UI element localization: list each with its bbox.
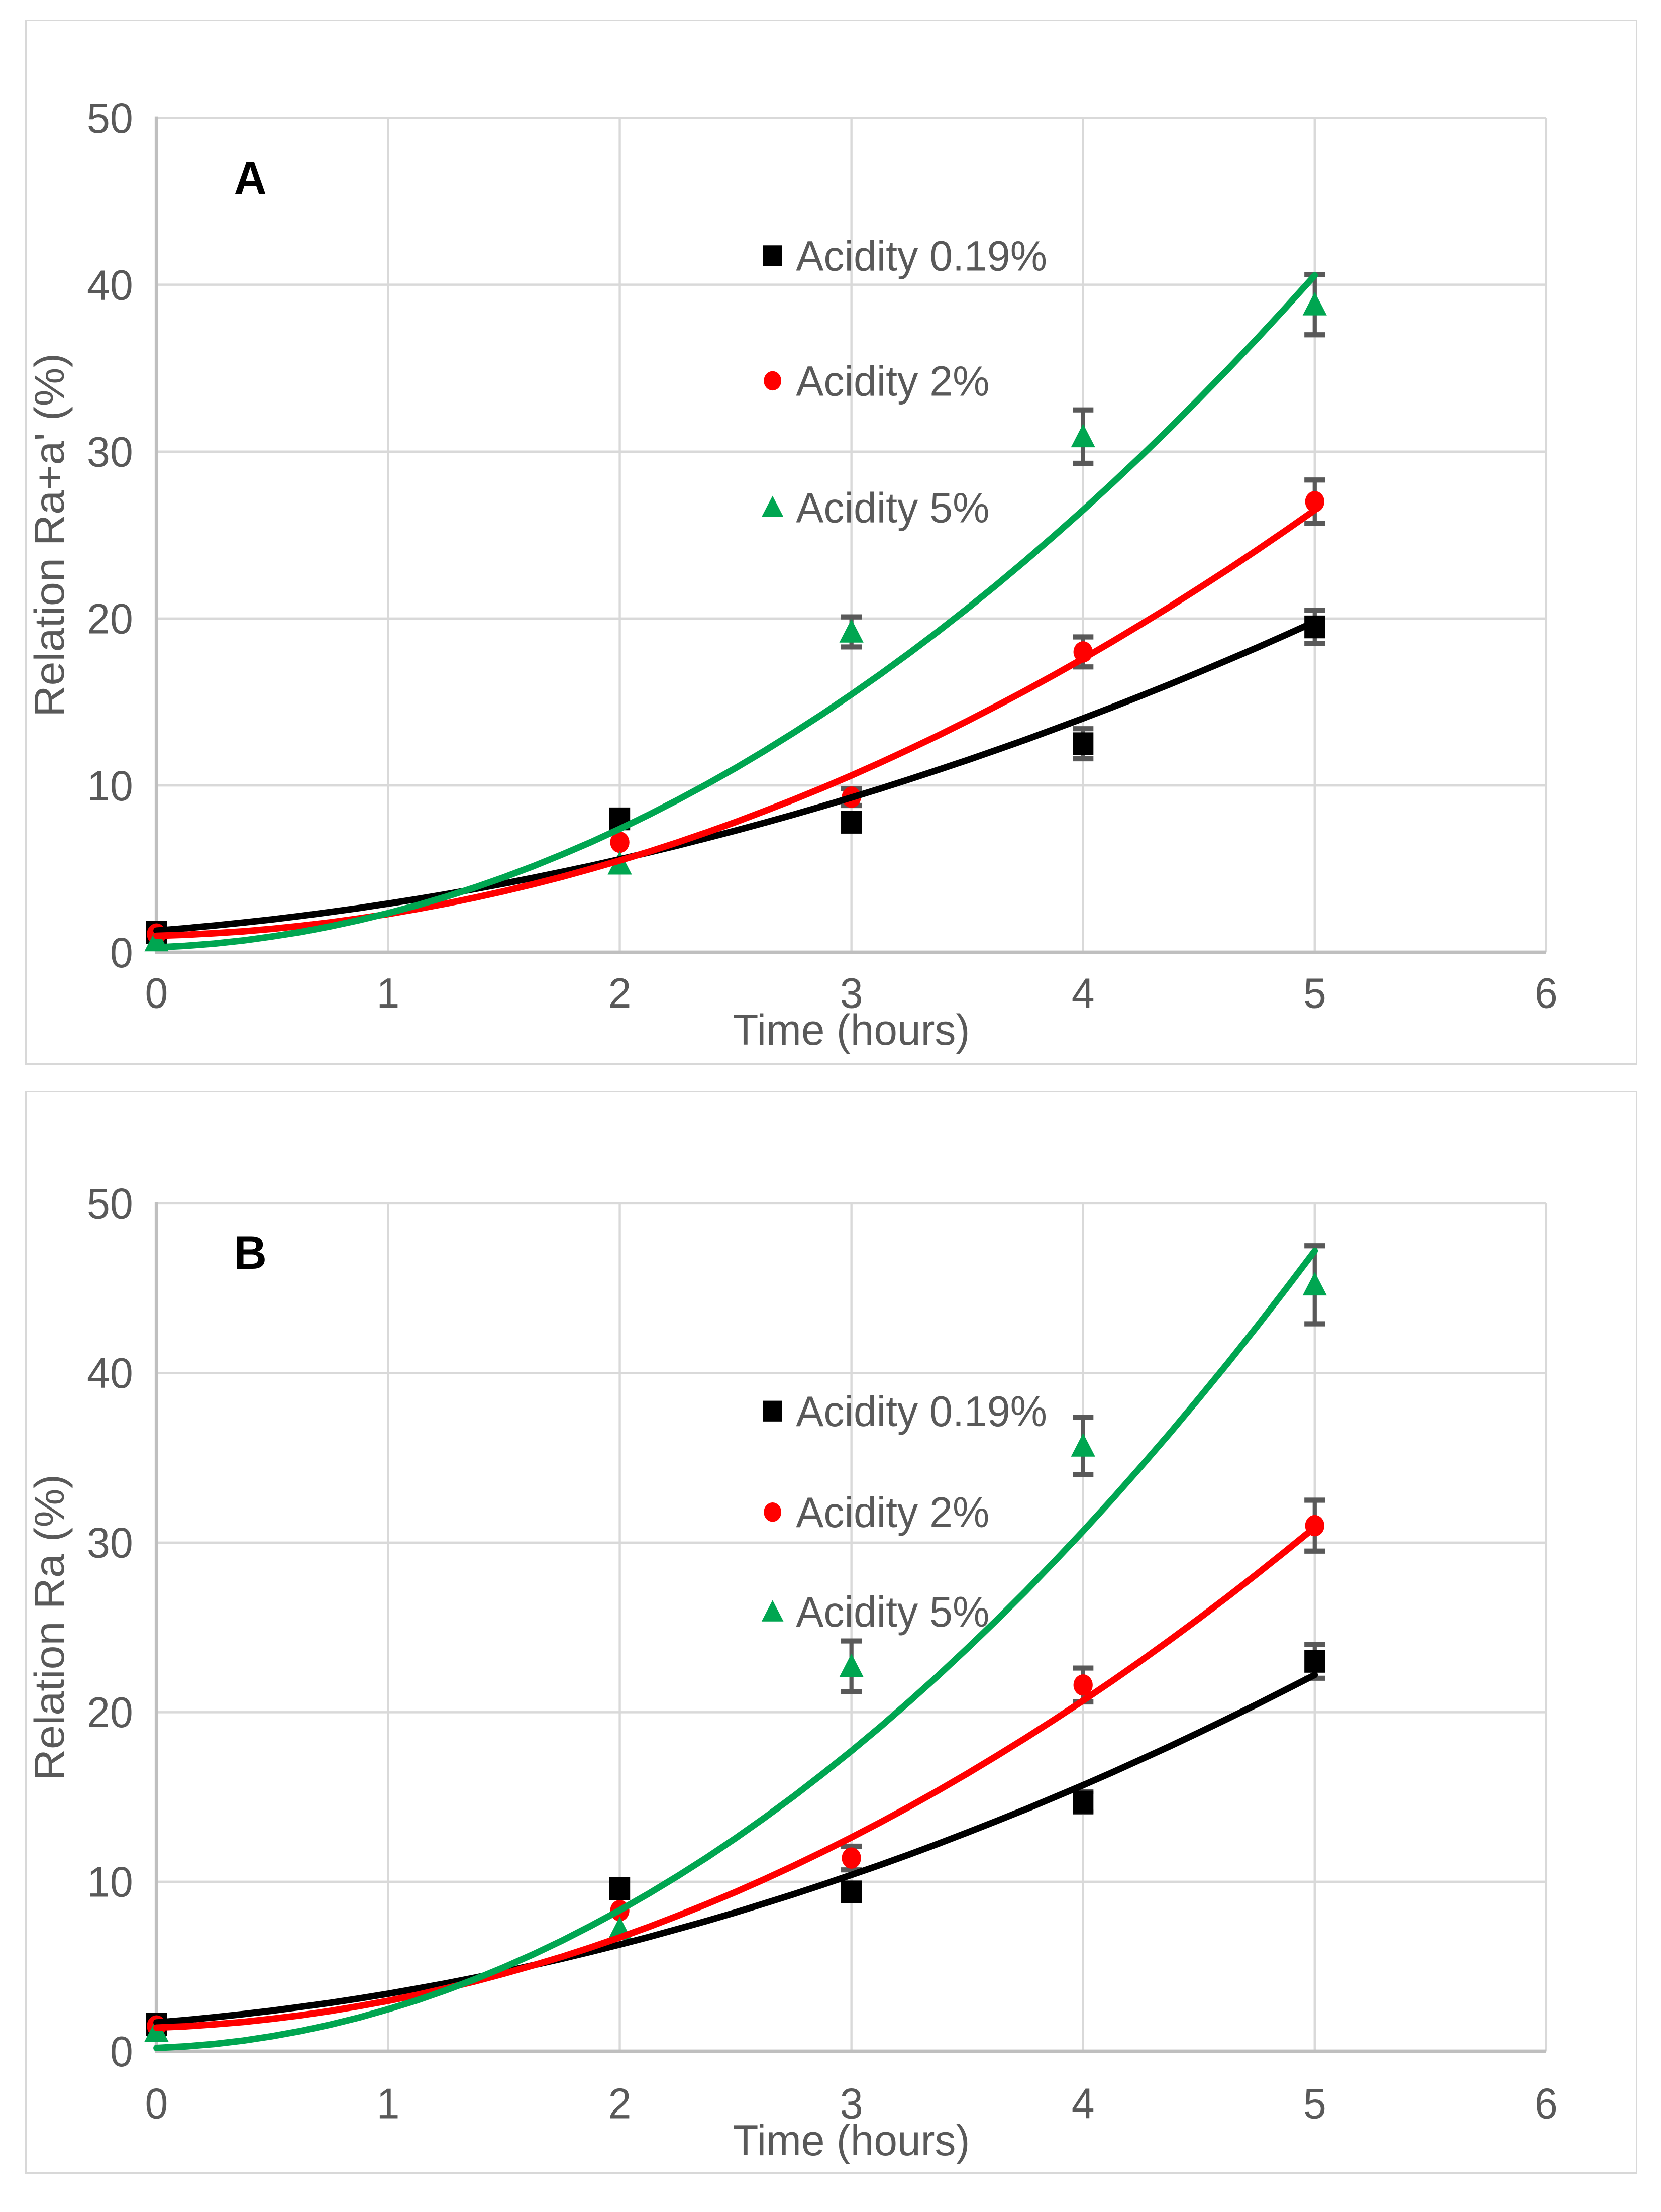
x-tick-label-0: 0 <box>145 969 168 1017</box>
x-tick-label-6: 6 <box>1535 2079 1558 2127</box>
x-axis-title: Time (hours) <box>733 1006 970 1054</box>
y-tick-label-20: 20 <box>87 595 133 643</box>
data-marker-s2-x3 <box>839 619 864 643</box>
data-marker-s1-x2 <box>610 831 630 853</box>
panel-a: 0 10 20 30 40 50 0 1 2 3 4 5 6 Time (hours) Relation R… <box>25 20 1637 1065</box>
legend-marker-circle <box>764 1502 782 1522</box>
y-axis-title: Relation Ra (%) <box>27 1474 73 1780</box>
y-tick-label-30: 30 <box>87 428 133 475</box>
error-bars-series-0 <box>1073 1642 1325 1815</box>
series-1-markers <box>147 1515 1324 2037</box>
x-tick-label-3: 3 <box>840 2079 863 2127</box>
series-0-markers <box>146 1650 1325 2036</box>
legend-marker-circle <box>764 371 782 391</box>
legend-label: Acidity 5% <box>796 1588 989 1636</box>
data-marker-s1-x4 <box>1073 1674 1093 1696</box>
x-tick-label-6: 6 <box>1535 969 1558 1017</box>
trend-line-series-2 <box>153 1247 1318 2052</box>
panel-label: B <box>234 1227 267 1279</box>
legend-label: Acidity 0.19% <box>796 1387 1047 1435</box>
data-marker-s0-x4 <box>1073 732 1094 755</box>
legend: Acidity 0.19% Acidity 2% Acidity 5% <box>761 232 1047 532</box>
legend-marker-triangle <box>761 495 784 517</box>
legend-marker-triangle <box>761 1600 784 1622</box>
panel-label: A <box>234 152 267 205</box>
y-tick-label-0: 0 <box>110 929 133 976</box>
chart-a: 0 10 20 30 40 50 0 1 2 3 4 5 6 Time (hours) Relation R… <box>27 94 1558 1054</box>
data-marker-s0-x4 <box>1073 1790 1094 1814</box>
series-1-markers <box>147 491 1324 945</box>
error-bars-series-2 <box>841 1243 1325 1694</box>
x-tick-label-5: 5 <box>1303 969 1326 1017</box>
trend-line-series-0 <box>153 1671 1318 2026</box>
x-tick-label-1: 1 <box>377 969 400 1017</box>
data-marker-s2-x3 <box>839 1653 864 1677</box>
data-marker-s1-x5 <box>1305 491 1324 513</box>
data-marker-s0-x2 <box>609 1877 631 1900</box>
x-tick-label-2: 2 <box>608 2079 632 2127</box>
y-tick-label-30: 30 <box>87 1519 133 1566</box>
legend-marker-square <box>763 1400 782 1422</box>
x-axis-title: Time (hours) <box>733 2117 970 2165</box>
legend-label: Acidity 5% <box>796 483 989 531</box>
chart-b: 0 10 20 30 40 50 0 1 2 3 4 5 6 Time (hours) Relation R… <box>27 1179 1558 2165</box>
legend-marker-square <box>763 245 782 266</box>
data-marker-s2-x4 <box>1071 424 1095 448</box>
y-tick-label-0: 0 <box>110 2028 133 2075</box>
data-marker-s1-x3 <box>842 1847 861 1869</box>
legend-label: Acidity 0.19% <box>796 232 1047 279</box>
y-tick-label-50: 50 <box>87 94 133 142</box>
data-marker-s2-x5 <box>1302 291 1327 316</box>
trend-line-series-2 <box>153 272 1318 951</box>
x-tick-label-5: 5 <box>1303 2079 1326 2127</box>
x-tick-label-0: 0 <box>145 2079 168 2127</box>
data-marker-s0-x3 <box>841 1880 862 1903</box>
legend-label: Acidity 2% <box>796 1488 989 1536</box>
x-tick-label-1: 1 <box>377 2079 400 2127</box>
data-marker-s2-x4 <box>1071 1433 1095 1457</box>
panel-b: 0 10 20 30 40 50 0 1 2 3 4 5 6 Time (hours) Relation R… <box>25 1091 1637 2174</box>
trend-line-series-1 <box>153 507 1318 939</box>
data-marker-s0-x5 <box>1304 1650 1325 1673</box>
trend-line-series-1 <box>153 1524 1318 2031</box>
data-marker-s2-x5 <box>1302 1272 1327 1296</box>
y-tick-label-10: 10 <box>87 1858 133 1905</box>
y-tick-label-50: 50 <box>87 1179 133 1227</box>
legend: Acidity 0.19% Acidity 2% Acidity 5% <box>761 1387 1047 1636</box>
trend-line-series-0 <box>153 618 1318 934</box>
legend-label: Acidity 2% <box>796 357 989 405</box>
x-tick-label-4: 4 <box>1072 969 1095 1017</box>
y-axis-title: Relation Ra+a' (%) <box>27 353 73 717</box>
y-tick-label-10: 10 <box>87 762 133 810</box>
x-tick-label-3: 3 <box>840 969 863 1017</box>
series-0-markers <box>146 615 1325 944</box>
data-marker-s0-x3 <box>841 811 862 834</box>
x-tick-label-2: 2 <box>608 969 632 1017</box>
x-tick-label-4: 4 <box>1072 2079 1095 2127</box>
y-tick-label-20: 20 <box>87 1688 133 1736</box>
y-tick-label-40: 40 <box>87 1349 133 1397</box>
y-tick-label-40: 40 <box>87 261 133 309</box>
